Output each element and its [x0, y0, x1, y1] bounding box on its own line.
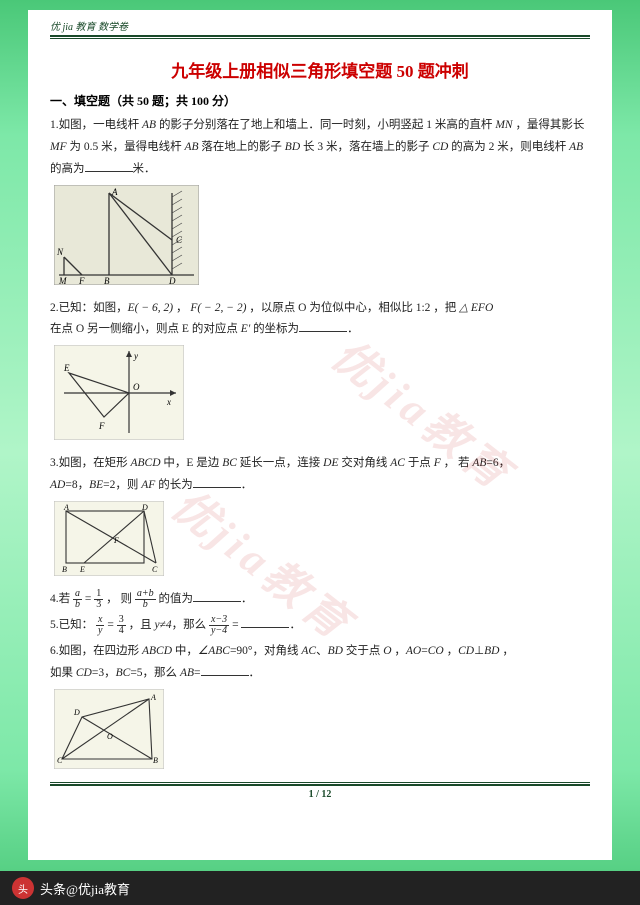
top-rule	[50, 35, 590, 39]
figure-1: A B C D N M F	[54, 185, 590, 290]
svg-text:y: y	[133, 351, 138, 361]
svg-text:F: F	[98, 421, 105, 431]
svg-text:D: D	[168, 276, 176, 285]
footer-bar: 头 头条 @优jia教育	[0, 871, 640, 905]
question-3: 3.如图，在矩形 ABCD 中，E 是边 BC 延长一点，连接 DE 交对角线 …	[50, 453, 590, 497]
svg-text:F: F	[78, 276, 85, 285]
blank	[85, 162, 133, 172]
svg-text:A: A	[63, 503, 69, 512]
page-container: 优 jia 教育 数学卷 九年级上册相似三角形填空题 50 题冲刺 一、填空题（…	[28, 10, 612, 860]
svg-text:N: N	[56, 247, 64, 257]
blank	[241, 618, 289, 628]
svg-text:A: A	[111, 187, 118, 197]
question-6: 6.如图，在四边形 ABCD 中，∠ABC=90°，对角线 AC、BD 交于点 …	[50, 641, 590, 685]
svg-text:B: B	[104, 276, 110, 285]
blank	[193, 478, 241, 488]
svg-text:D: D	[141, 503, 148, 512]
main-title: 九年级上册相似三角形填空题 50 题冲刺	[50, 57, 590, 82]
svg-text:C: C	[152, 565, 158, 574]
svg-text:M: M	[58, 276, 67, 285]
question-1: 1.如图，一电线杆 AB 的影子分别落在了地上和墙上．同一时刻，小明竖起 1 米…	[50, 115, 590, 181]
svg-text:x: x	[166, 397, 171, 407]
figure-4: A B C D O	[54, 689, 590, 774]
svg-text:B: B	[62, 565, 67, 574]
section-heading: 一、填空题（共 50 题；共 100 分）	[50, 92, 590, 109]
svg-text:O: O	[133, 382, 140, 392]
question-5: 5.已知： xy = 34 ，且 y≠4，那么 x−3y−4 = ．	[50, 615, 590, 637]
footer-prefix: 头条	[40, 879, 66, 898]
question-2: 2.已知：如图，E( − 6, 2) ， F( − 2, − 2) ，以原点 O…	[50, 298, 590, 342]
svg-text:C: C	[57, 756, 63, 765]
svg-text:D: D	[73, 708, 80, 717]
blank	[201, 666, 249, 676]
blank	[299, 322, 347, 332]
footer-handle: @优jia教育	[66, 879, 130, 898]
header-brand: 优 jia 教育 数学卷	[50, 18, 590, 35]
figure-3: A D B E C F	[54, 501, 590, 581]
svg-text:O: O	[107, 732, 113, 741]
svg-text:E: E	[63, 363, 70, 373]
svg-text:A: A	[150, 693, 156, 702]
svg-text:C: C	[176, 235, 183, 245]
blank	[193, 592, 241, 602]
svg-text:B: B	[153, 756, 158, 765]
footer-logo-icon: 头	[12, 877, 34, 899]
figure-2: E F O x y	[54, 345, 590, 445]
svg-text:E: E	[79, 565, 85, 574]
svg-text:F: F	[113, 536, 119, 545]
page-number: 1 / 12	[50, 786, 590, 800]
question-4: 4.若 ab = 13 ， 则 a+bb 的值为．	[50, 589, 590, 611]
